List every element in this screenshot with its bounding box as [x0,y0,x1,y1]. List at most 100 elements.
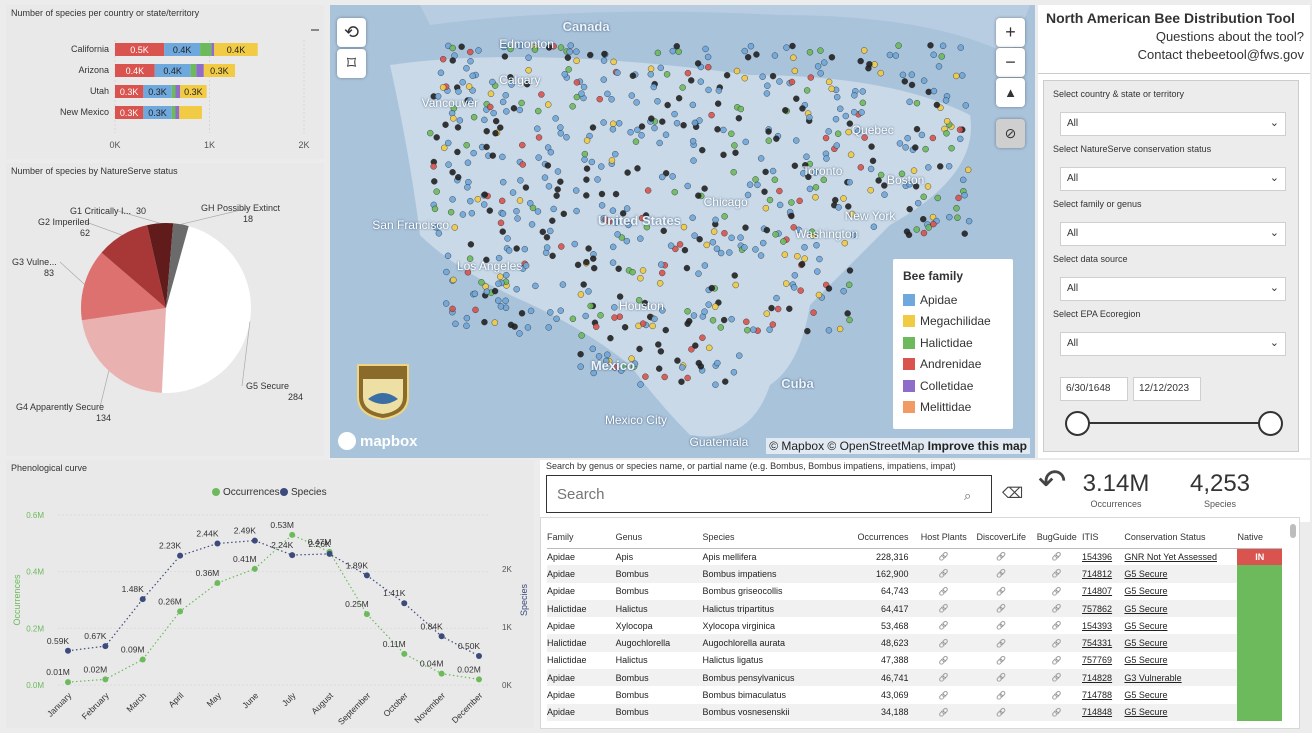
conservation-status-link[interactable]: G5 Secure [1124,599,1238,618]
bugguide-link-icon[interactable]: 🔗 [1031,599,1083,618]
itis-link[interactable]: 154393 [1082,620,1113,631]
improve-map-link[interactable]: Improve this map [927,439,1027,453]
table-row[interactable]: Apidae Bombus Bombus griseocollis 64,743 🔗 🔗 🔗… [547,582,1282,600]
bugguide-link-icon[interactable]: 🔗 [1031,669,1083,687]
itis-link[interactable]: 754331 [1082,634,1125,652]
bugguide-link-icon[interactable]: 🔗 [1051,552,1062,562]
filter-dropdown[interactable]: All ⌄ [1060,112,1286,136]
column-header[interactable]: DiscoverLife [971,526,1032,549]
table-row[interactable]: Halictidae Augochlorella Augochlorella aur… [547,634,1282,652]
column-header[interactable]: ITIS [1082,526,1125,549]
host-plants-link-icon[interactable]: 🔗 [916,703,971,721]
host-plants-link-icon[interactable]: 🔗 [938,621,949,631]
itis-link[interactable]: 714848 [1082,703,1125,721]
bugguide-link-icon[interactable]: 🔗 [1051,586,1062,596]
legend-item[interactable]: Andrenidae [903,354,1003,376]
filter-dropdown[interactable]: All ⌄ [1060,222,1286,246]
host-plants-link-icon[interactable]: 🔗 [916,634,971,652]
itis-link[interactable]: 714812 [1082,565,1125,583]
table-row[interactable]: Apidae Xylocopa Xylocopa virginica 53,468 🔗 🔗… [547,617,1282,635]
column-header[interactable]: Species [702,526,854,549]
column-header[interactable]: Host Plants [916,526,971,549]
conservation-status-link[interactable]: G5 Secure [1124,703,1238,721]
date-slider-start-handle[interactable] [1065,411,1090,436]
itis-link[interactable]: 154396 [1082,551,1113,562]
rect-select-icon[interactable]: ⌑ [337,49,366,78]
bugguide-link-icon[interactable]: 🔗 [1051,655,1062,665]
table-row[interactable]: Apidae Bombus Bombus impatiens 162,900 🔗 🔗 🔗 71… [547,565,1282,583]
legend-item[interactable]: Melittidae [903,397,1003,419]
end-date-input[interactable]: 12/12/2023 [1133,377,1201,401]
itis-link[interactable]: 714828 [1082,669,1125,687]
discoverlife-link-icon[interactable]: 🔗 [996,621,1007,631]
itis-link[interactable]: 714807 [1082,586,1113,597]
discoverlife-link-icon[interactable]: 🔗 [971,565,1032,583]
host-plants-link-icon[interactable]: 🔗 [938,655,949,665]
reset-selection-icon[interactable]: ⊘ [996,119,1025,148]
bugguide-link-icon[interactable]: 🔗 [1051,690,1062,700]
itis-link[interactable]: 757862 [1082,599,1125,618]
bugguide-link-icon[interactable]: 🔗 [1031,703,1083,721]
column-header[interactable]: Native [1237,526,1282,549]
conservation-status-link[interactable]: G5 Secure [1124,586,1168,597]
discoverlife-link-icon[interactable]: 🔗 [971,669,1032,687]
search-icon[interactable]: ⌕ [964,488,972,503]
zoom-out-button[interactable]: − [996,48,1025,77]
lasso-select-icon[interactable]: ⟲ [337,18,366,47]
legend-item[interactable]: Megachilidae [903,311,1003,333]
contact-email[interactable]: Contact thebeetool@fws.gov [1137,47,1304,62]
conservation-status-link[interactable]: GNR Not Yet Assessed [1124,551,1217,562]
discoverlife-link-icon[interactable]: 🔗 [971,599,1032,618]
table-row[interactable]: Apidae Apis Apis mellifera 228,316 🔗 🔗 🔗 154396… [547,548,1282,566]
table-row[interactable]: Apidae Bombus Bombus bimaculatus 43,069 🔗 🔗 🔗 7… [547,686,1282,704]
conservation-status-link[interactable]: G5 Secure [1124,655,1168,666]
table-scrollbar[interactable] [1290,524,1296,538]
date-slider-end-handle[interactable] [1258,411,1283,436]
filter-dropdown[interactable]: All ⌄ [1060,332,1286,356]
discoverlife-link-icon[interactable]: 🔗 [971,703,1032,721]
filter-dropdown[interactable]: All ⌄ [1060,167,1286,191]
column-header[interactable]: Conservation Status [1124,526,1238,549]
undo-icon[interactable]: ↶ [1038,463,1067,501]
host-plants-link-icon[interactable]: 🔗 [938,552,949,562]
eraser-icon[interactable]: ⌫ [1002,485,1024,502]
compass-icon[interactable]: ▲ [996,78,1025,107]
discoverlife-link-icon[interactable]: 🔗 [971,634,1032,652]
table-row[interactable]: Apidae Bombus Bombus pensylvanicus 46,741 🔗 🔗… [547,669,1282,687]
map-attribution[interactable]: © Mapbox © OpenStreetMap Improve this ma… [766,438,1030,454]
discoverlife-link-icon[interactable]: 🔗 [996,586,1007,596]
filter-dropdown[interactable]: All ⌄ [1060,277,1286,301]
host-plants-link-icon[interactable]: 🔗 [938,690,949,700]
host-plants-link-icon[interactable]: 🔗 [916,565,971,583]
host-plants-link-icon[interactable]: 🔗 [938,586,949,596]
conservation-status-link[interactable]: G3 Vulnerable [1124,669,1238,687]
legend-item[interactable]: Halictidae [903,332,1003,354]
column-header[interactable]: BugGuide [1031,526,1083,549]
conservation-status-link[interactable]: G5 Secure [1124,565,1238,583]
bugguide-link-icon[interactable]: 🔗 [1031,565,1083,583]
date-slider-track[interactable] [1074,422,1274,424]
column-header[interactable]: Family [547,526,616,549]
table-row[interactable]: Halictidae Halictus Halictus tripartitus 64… [547,599,1282,618]
conservation-status-link[interactable]: G5 Secure [1124,620,1168,631]
column-header[interactable]: Genus [615,526,703,549]
discoverlife-link-icon[interactable]: 🔗 [996,552,1007,562]
table-row[interactable]: Apidae Bombus Bombus vosnesenskii 34,188 🔗 🔗 🔗… [547,703,1282,721]
zoom-in-button[interactable]: + [996,18,1025,47]
host-plants-link-icon[interactable]: 🔗 [916,599,971,618]
legend-item[interactable]: Apidae [903,289,1003,311]
bugguide-link-icon[interactable]: 🔗 [1051,621,1062,631]
bugguide-link-icon[interactable]: 🔗 [1031,634,1083,652]
column-header[interactable]: Occurrences [853,526,917,549]
search-input[interactable] [546,475,992,513]
map-canvas[interactable] [330,5,1035,458]
legend-item[interactable]: Colletidae [903,375,1003,397]
conservation-status-link[interactable]: G5 Secure [1124,634,1238,652]
conservation-status-link[interactable]: G5 Secure [1124,690,1168,701]
host-plants-link-icon[interactable]: 🔗 [916,669,971,687]
start-date-input[interactable]: 6/30/1648 [1060,377,1128,401]
table-row[interactable]: Halictidae Halictus Halictus ligatus 47,388… [547,651,1282,670]
discoverlife-link-icon[interactable]: 🔗 [996,690,1007,700]
discoverlife-link-icon[interactable]: 🔗 [996,655,1007,665]
itis-link[interactable]: 757769 [1082,655,1113,666]
